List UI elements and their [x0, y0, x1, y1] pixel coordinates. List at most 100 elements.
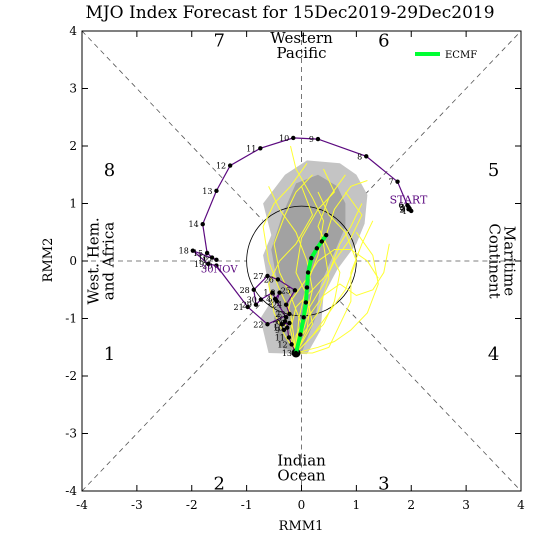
ensemble-mean-point — [319, 239, 325, 244]
ensemble-mean-point — [298, 332, 303, 337]
ensemble-member-line — [296, 220, 374, 354]
ensemble-member-line — [295, 174, 346, 354]
observed-point — [275, 277, 281, 282]
phase-number-7: 7 — [213, 31, 224, 52]
phase-divider-diagonal — [81, 301, 263, 492]
ensemble-member-line — [295, 180, 368, 354]
observed-point — [287, 311, 292, 317]
phase-divider-diagonal — [340, 30, 522, 221]
y-axis-label: RMM2 — [41, 238, 56, 283]
observed-point — [200, 222, 205, 227]
observed-point-label: 16 — [198, 254, 208, 263]
y-tick-label: -2 — [65, 369, 77, 383]
region-label-line: Ocean — [277, 467, 326, 485]
phase-number-3: 3 — [378, 473, 389, 494]
x-axis-label: RMM1 — [279, 519, 324, 534]
ensemble-member-line — [290, 145, 325, 354]
observed-point-label: 5 — [399, 203, 404, 212]
observed-point-label: 1 — [402, 207, 407, 216]
phase-divider-diagonal — [340, 301, 522, 492]
ensemble-mean-point — [293, 350, 299, 356]
x-tick-label: -4 — [76, 498, 88, 512]
observed-point — [190, 248, 196, 253]
observed-point — [258, 146, 263, 151]
x-tick-label: 3 — [462, 498, 470, 512]
phase-number-5: 5 — [488, 160, 499, 181]
ensemble-member-line — [295, 243, 390, 354]
observed-point — [214, 188, 219, 194]
observed-point — [364, 154, 369, 159]
observed-point — [315, 136, 321, 142]
observed-point-label: 9 — [309, 135, 314, 144]
ensemble-member-line — [273, 174, 313, 354]
x-tick-label: 0 — [298, 498, 306, 512]
observed-point — [214, 257, 219, 263]
ensemble-mean-point — [323, 232, 329, 238]
observed-point-label: 22 — [253, 320, 263, 329]
observed-point-label: 21 — [234, 303, 244, 312]
region-label-line: Indian — [277, 452, 326, 470]
observed-point-label: 27 — [253, 272, 263, 281]
y-tick-label: 1 — [69, 197, 77, 211]
ensemble-member-line — [295, 232, 379, 354]
phase-number-8: 8 — [104, 160, 115, 181]
observed-point-label: 12 — [216, 162, 226, 171]
observed-point-label: 28 — [240, 286, 250, 295]
y-tick-label: 4 — [69, 24, 77, 38]
y-tick-label: 3 — [69, 82, 77, 96]
legend-label: ECMF — [445, 50, 477, 61]
phase-divider-diagonal — [81, 30, 263, 221]
observed-point-label: 13 — [202, 187, 212, 196]
observed-point-label: 20 — [202, 262, 212, 271]
ensemble-member-line — [295, 168, 335, 354]
y-tick-label: -1 — [65, 312, 77, 326]
observed-point-label: 30 — [247, 296, 257, 305]
observed-point-label: 9 — [275, 326, 280, 335]
observed-point-label: 6 — [276, 317, 281, 326]
observed-point — [245, 304, 250, 310]
observed-point-label: 18 — [179, 247, 189, 256]
observed-point — [395, 179, 400, 184]
phase-number-6: 6 — [378, 31, 389, 52]
x-tick-label: 1 — [353, 498, 361, 512]
observed-point — [289, 342, 294, 347]
observed-point-label: 7 — [273, 320, 278, 329]
observed-point-label: 3 — [401, 205, 406, 214]
observed-point-label: 6 — [398, 201, 403, 210]
observed-point-label: 23 — [275, 310, 285, 319]
observed-point-label: 2 — [268, 297, 273, 306]
observed-point — [277, 290, 282, 295]
observed-point-label: 26 — [264, 275, 274, 284]
ensemble-mean-point — [304, 285, 310, 290]
observed-point — [291, 135, 296, 141]
observed-point-label: 10 — [279, 134, 289, 143]
observed-point-label: 7 — [388, 178, 393, 187]
observed-point — [283, 315, 289, 320]
ensemble-mean-point — [303, 300, 309, 305]
observed-point — [292, 288, 298, 293]
phase-number-4: 4 — [488, 344, 499, 365]
observed-point-label: 8 — [280, 319, 285, 328]
observed-point — [204, 250, 210, 256]
region-label: West. Hem.and Africa — [85, 217, 118, 304]
chart-title: MJO Index Forecast for 15Dec2019-29Dec20… — [85, 3, 494, 23]
observed-point-label: 15 — [193, 249, 203, 258]
observed-point-label: 29 — [242, 301, 252, 310]
x-tick-label: -3 — [131, 498, 143, 512]
observed-point — [270, 290, 275, 295]
observed-point-label: 11 — [246, 144, 256, 153]
observed-point — [272, 296, 278, 302]
region-label-line: Maritime — [500, 226, 518, 296]
observed-point-label: 12 — [277, 340, 287, 349]
observed-point — [209, 255, 215, 260]
region-label-line: Continent — [485, 223, 503, 298]
observed-point — [227, 163, 233, 168]
observed-point — [405, 203, 410, 208]
observed-point-label: 1 — [263, 289, 268, 298]
ensemble-mean-line — [294, 233, 328, 354]
observed-point-label: 19 — [194, 260, 204, 269]
observed-point — [214, 263, 219, 268]
observed-point-label: 4 — [266, 295, 271, 304]
observed-point — [265, 322, 270, 327]
